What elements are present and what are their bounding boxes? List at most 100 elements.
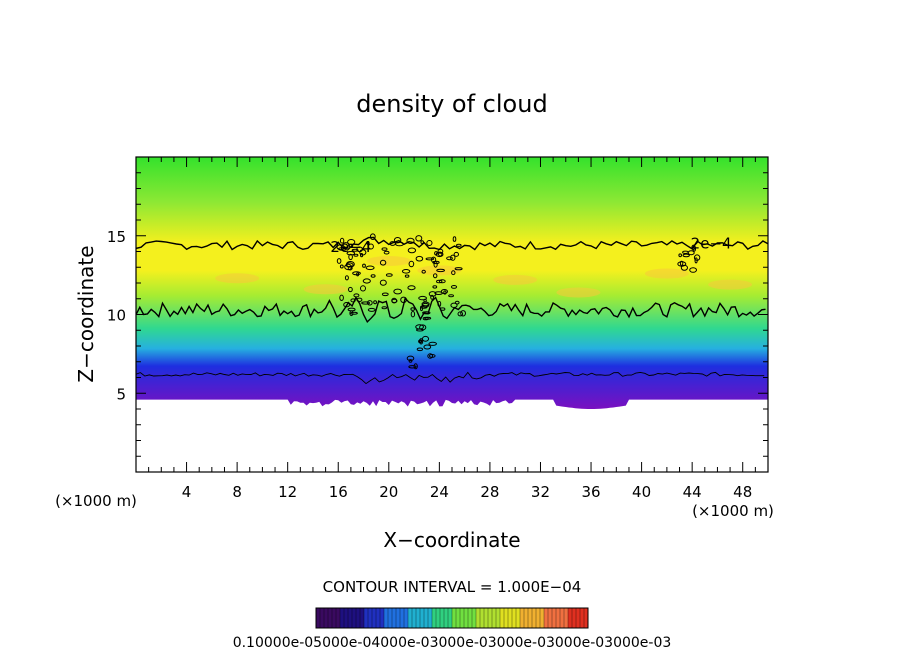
x-axis-label: X−coordinate xyxy=(383,528,520,552)
y-tick-label: 5 xyxy=(116,385,126,403)
cell-contour xyxy=(381,306,388,310)
colorbar-swatch xyxy=(408,608,413,628)
warm-blob xyxy=(644,268,689,279)
cell-contour xyxy=(351,248,359,252)
colorbar-swatch xyxy=(492,608,497,628)
colorbar-swatch xyxy=(516,608,521,628)
cell-contour xyxy=(446,256,453,261)
cell-contour xyxy=(408,365,417,369)
cell-contour xyxy=(679,260,684,266)
cell-contour xyxy=(457,311,464,317)
colorbar-swatch xyxy=(500,608,505,628)
colorbar-swatch xyxy=(352,608,357,628)
cell-contour xyxy=(418,339,423,344)
cell-contour xyxy=(421,301,430,307)
x-tick-label: 16 xyxy=(329,483,348,501)
cell-contour xyxy=(434,251,438,256)
cell-contour xyxy=(422,311,431,315)
cell-contour xyxy=(682,250,689,255)
cell-contour xyxy=(339,294,344,301)
colorbar-swatch xyxy=(476,608,481,628)
colorbar-swatch xyxy=(540,608,545,628)
colorbar-swatch xyxy=(316,608,321,628)
cell-contour xyxy=(443,290,447,295)
cell-contour xyxy=(395,241,404,247)
x-tick-label: 20 xyxy=(379,483,398,501)
x-tick-label: 28 xyxy=(480,483,499,501)
cell-contour xyxy=(406,355,415,361)
cell-contour xyxy=(368,243,374,250)
colorbar-swatch xyxy=(536,608,541,628)
cell-contour xyxy=(433,273,438,279)
colorbar-swatch xyxy=(380,608,385,628)
colorbar-swatch xyxy=(472,608,477,628)
colorbar-swatch xyxy=(332,608,337,628)
warm-core-blobs xyxy=(215,255,753,298)
x-tick-label: 8 xyxy=(232,483,242,501)
cell-contour xyxy=(438,279,446,284)
x-tick-label: 44 xyxy=(683,483,702,501)
cloud-density-field xyxy=(136,157,768,409)
cell-contour xyxy=(348,253,353,261)
colorbar-swatch xyxy=(560,608,565,628)
cell-contour xyxy=(416,328,424,332)
cell-contour xyxy=(456,243,462,247)
cell-contour xyxy=(680,264,689,271)
colorbar-swatch xyxy=(508,608,513,628)
contour-lower xyxy=(136,296,766,324)
cell-contour xyxy=(361,301,371,305)
colorbar-swatch xyxy=(464,608,469,628)
cell-contour xyxy=(360,253,364,258)
cell-contour xyxy=(401,269,411,274)
contour-label: 2e−4 xyxy=(691,235,732,253)
colorbar-swatch xyxy=(480,608,485,628)
cell-contour xyxy=(420,240,425,245)
contour-labels: 2e−4 2e−4 xyxy=(330,235,731,256)
cell-contour xyxy=(415,235,423,242)
colorbar-swatch xyxy=(568,608,573,628)
cell-contour xyxy=(344,275,349,281)
colorbar-swatch xyxy=(452,608,457,628)
x-tick-label: 24 xyxy=(430,483,449,501)
cell-contour xyxy=(439,307,446,311)
cell-contour xyxy=(348,286,353,293)
cell-contour xyxy=(413,363,418,370)
cell-contour xyxy=(421,335,430,342)
x-tick-label: 48 xyxy=(733,483,752,501)
cell-contour xyxy=(393,288,403,295)
colorbar xyxy=(315,607,589,629)
x-tick-label: 36 xyxy=(581,483,600,501)
cell-contour xyxy=(450,285,458,289)
cell-contour xyxy=(432,285,438,289)
colorbar-swatch xyxy=(564,608,569,628)
cell-contour xyxy=(347,239,356,245)
cell-contour xyxy=(367,307,376,312)
cell-contour xyxy=(454,300,460,305)
cell-contour xyxy=(678,253,683,258)
cell-contour xyxy=(416,347,424,352)
x-tick-label: 4 xyxy=(182,483,192,501)
cell-contour xyxy=(425,257,435,261)
colorbar-swatch xyxy=(348,608,353,628)
cell-contour xyxy=(353,293,360,298)
cell-contour xyxy=(347,307,356,312)
x-unit-label: (×1000 m) xyxy=(692,502,774,520)
colorbar-swatch xyxy=(572,608,577,628)
colorbar-swatch xyxy=(320,608,325,628)
colorbar-swatch xyxy=(412,608,417,628)
colorbar-swatch xyxy=(344,608,349,628)
cell-contour xyxy=(430,294,435,300)
cell-contour xyxy=(450,302,458,308)
contour-label: 2e−4 xyxy=(330,238,371,256)
colorbar-swatch xyxy=(528,608,533,628)
x-axis-ticks: 4 8 12 16 20 24 28 32 36 40 44 48 xyxy=(148,157,756,501)
colorbar-swatch xyxy=(504,608,509,628)
cell-contour xyxy=(362,263,366,268)
cell-contour xyxy=(379,259,387,266)
cell-contour xyxy=(336,244,345,251)
cell-contour xyxy=(353,253,359,257)
colorbar-swatch xyxy=(584,608,589,628)
cell-contour xyxy=(356,297,363,302)
colorbar-swatch xyxy=(432,608,437,628)
colorbar-swatch xyxy=(336,608,341,628)
